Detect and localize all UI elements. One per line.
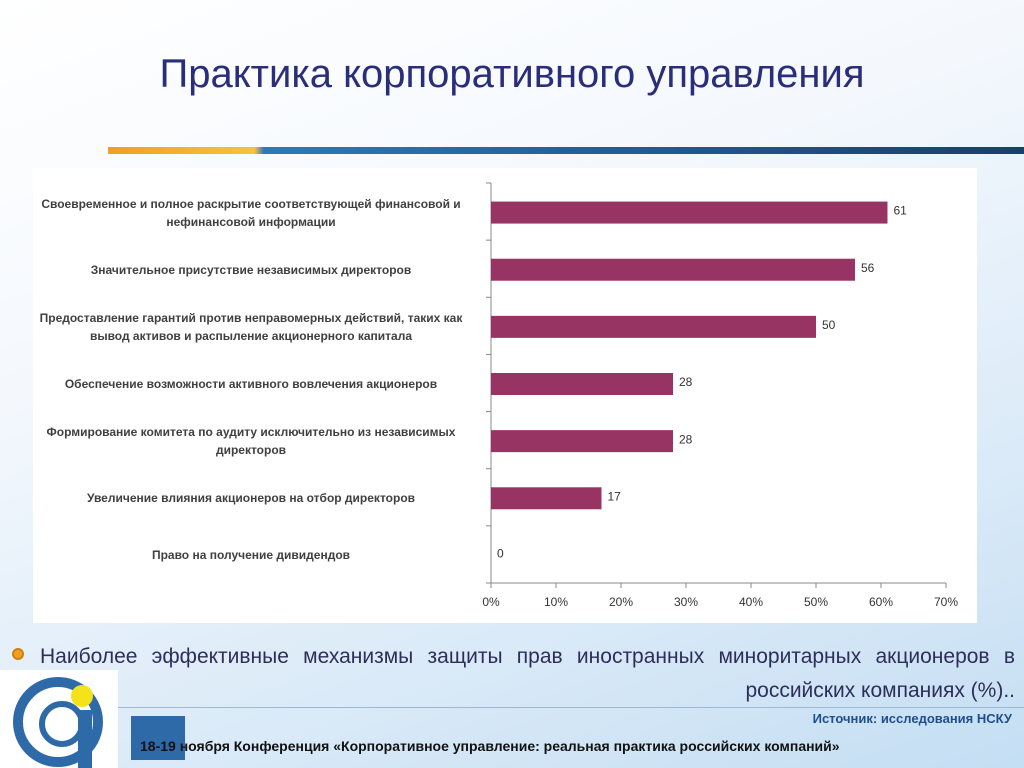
footer: 18-19 ноября Конференция «Корпоративное … [140,738,840,754]
logo-dot [71,685,93,707]
category-label: Формирование комитета по аудиту исключит… [46,425,456,458]
category-label: Предоставление гарантий против неправоме… [39,310,463,343]
value-label: 28 [679,432,693,446]
chart-panel: 0% 10% 20% 30% 40% 50% 60% 70% 61 56 50 28 28 17 0 Сво… [33,168,977,623]
value-label: 56 [861,261,875,275]
value-label: 17 [608,489,622,503]
value-label: 61 [894,204,908,218]
x-tick-label: 70% [934,595,958,609]
x-tick-label: 0% [482,595,500,609]
caption: Наиболее эффективные механизмы защиты пр… [40,640,1015,708]
bar [491,315,816,338]
caption-text: Наиболее эффективные механизмы защиты пр… [40,645,1015,702]
bar [491,258,855,281]
x-tick-label: 10% [544,595,568,609]
footer-rule [118,707,1024,708]
bar [491,430,673,453]
value-label: 0 [497,547,504,561]
x-tick-label: 40% [739,595,763,609]
chart: 0% 10% 20% 30% 40% 50% 60% 70% 61 56 50 28 28 17 0 [482,182,958,609]
category-label: Значительное присутствие независимых дир… [90,262,412,277]
slide-title: Практика корпоративного управления [159,52,865,96]
logo-ring [13,677,103,767]
value-label: 50 [822,318,836,332]
category-label: Право на получение дивидендов [151,548,351,563]
x-tick-label: 20% [609,595,633,609]
x-tick-label: 30% [674,595,698,609]
category-label: Своевременное и полное раскрытие соответ… [41,196,461,229]
bar [491,487,602,510]
bar [491,373,673,395]
logo-bar [78,710,92,768]
source: Источник: исследования НСКУ [812,711,1012,726]
logo [0,670,118,768]
value-label: 28 [679,375,693,389]
footer-box [131,716,185,760]
category-label: Увеличение влияния акционеров на отбор д… [86,491,416,506]
x-tick-label: 60% [869,595,893,609]
bullet [12,648,24,660]
header-stripe [108,147,1024,154]
x-tick-label: 50% [804,595,828,609]
category-label: Обеспечение возможности активного вовлеч… [64,377,438,391]
bar [491,201,888,224]
